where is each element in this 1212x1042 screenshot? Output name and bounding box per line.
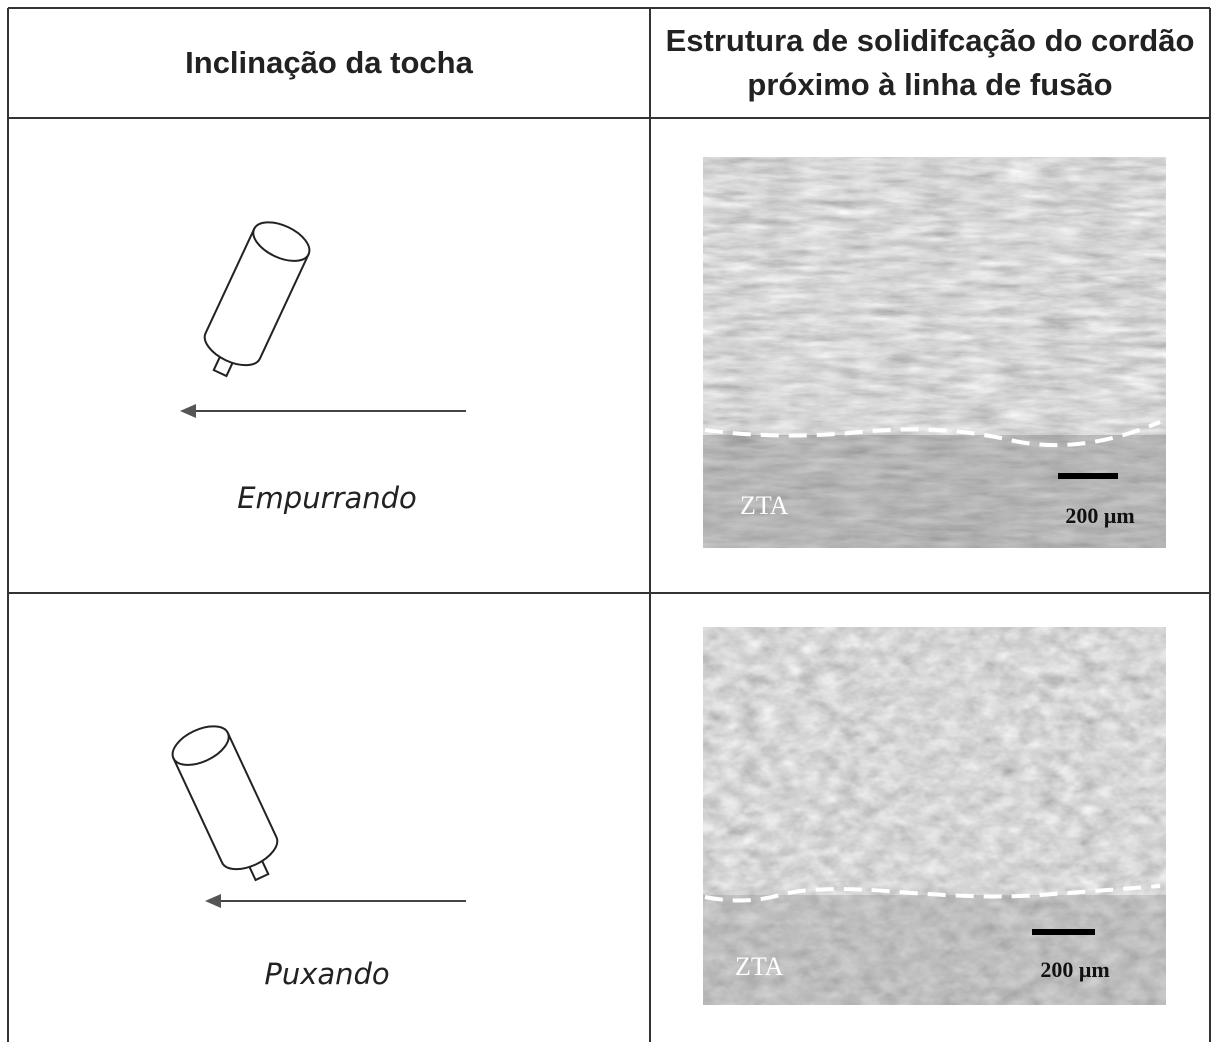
column-header: Estrutura de solidifcação do cordão próx… (665, 23, 1195, 102)
region-label: ZTA (735, 952, 784, 981)
row-label: Puxando (264, 957, 389, 991)
direction-arrow (180, 404, 466, 418)
row-label: Empurrando (237, 481, 417, 515)
table-borders (7, 7, 1211, 1042)
micrograph: ZTA 200 μm (703, 627, 1166, 1005)
scale-label: 200 μm (1065, 503, 1134, 528)
scale-label: 200 μm (1040, 957, 1109, 982)
torch-icon (203, 221, 311, 378)
torch-icon (171, 725, 279, 882)
region-label: ZTA (740, 491, 789, 520)
direction-arrow (205, 894, 466, 908)
micrograph: ZTA 200 μm (703, 157, 1166, 548)
column-header: Inclinação da tocha (185, 45, 473, 80)
